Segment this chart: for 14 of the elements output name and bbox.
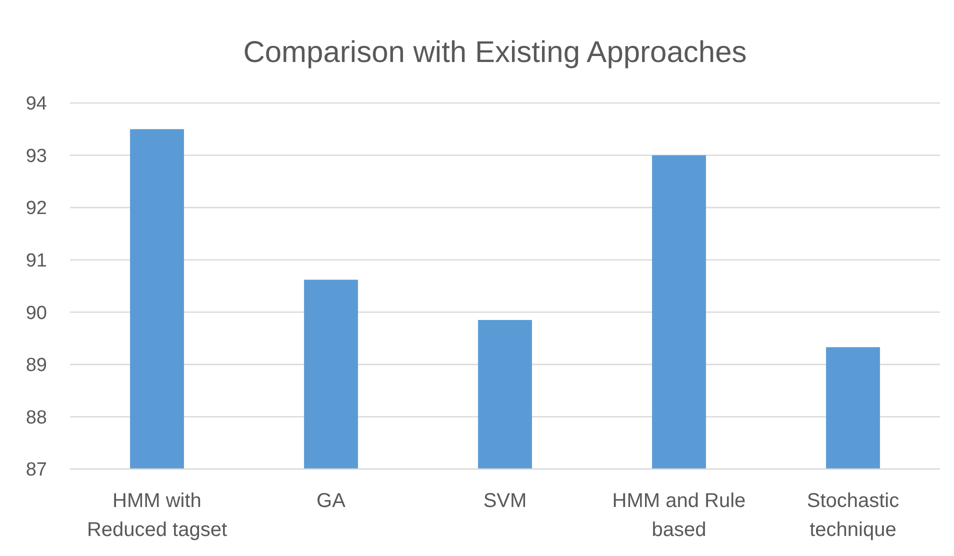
x-tick-label: HMM and Rule based [612,490,746,541]
y-tick-label: 93 [26,146,47,167]
y-tick-label: 91 [26,250,47,272]
y-tick-label: 88 [26,407,47,428]
chart-title: Comparison with Existing Approaches [243,36,747,69]
y-tick-label: 92 [26,198,47,220]
y-tick-label: 94 [26,94,48,115]
x-tick-label: Stochastic technique [806,490,900,541]
x-tick-label: GA [316,490,346,512]
y-tick-label: 90 [26,302,47,324]
y-tick-label: 89 [26,355,47,376]
y-tick-label: 87 [26,460,47,481]
x-tick-label: SVM [483,490,527,512]
x-tick-label: HMM with Reduced tagset [86,490,228,541]
